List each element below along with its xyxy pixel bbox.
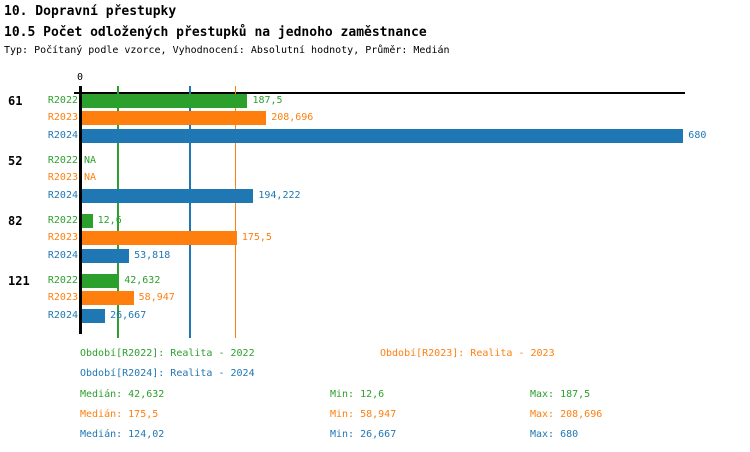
stat-median-r2022: Medián: 42,632 (80, 389, 165, 400)
year-label-r2023-82: R2023 (47, 232, 78, 243)
value-label-r2022-121: 42,632 (124, 275, 161, 286)
stat-min-r2022: Min: 12,6 (330, 389, 385, 400)
year-label-r2023-52: R2023 (47, 172, 78, 183)
value-label-r2023-121: 58,947 (138, 292, 175, 303)
year-label-r2022-121: R2022 (47, 275, 78, 286)
gridline-median-r2024 (189, 86, 191, 338)
value-label-na-r2022-52: NA (84, 155, 97, 166)
bar-r2022-82 (81, 214, 93, 228)
stat-min-r2023: Min: 58,947 (330, 409, 397, 420)
value-label-r2022-82: 12,6 (97, 215, 122, 226)
bar-r2023-61 (81, 111, 267, 125)
legend-entry-r2024: Období[R2024]: Realita - 2024 (80, 368, 255, 379)
value-label-r2024-121: 26,667 (110, 310, 147, 321)
group-label-61: 61 (8, 94, 23, 108)
stat-max-r2022: Max: 187,5 (530, 389, 591, 400)
stat-max-r2024: Max: 680 (530, 429, 579, 440)
bar-r2022-121 (81, 274, 120, 288)
bar-r2023-82 (81, 231, 237, 245)
year-label-r2023-121: R2023 (47, 292, 78, 303)
year-label-r2022-82: R2022 (47, 215, 78, 226)
group-label-52: 52 (8, 154, 23, 168)
year-label-r2024-82: R2024 (47, 250, 78, 261)
value-label-r2023-61: 208,696 (271, 112, 314, 123)
bar-r2023-121 (81, 291, 134, 305)
gridline-median-r2023 (234, 86, 237, 338)
legend-entry-r2022: Období[R2022]: Realita - 2022 (80, 348, 255, 359)
stat-median-r2024: Medián: 124,02 (80, 429, 165, 440)
value-label-r2022-61: 187,5 (252, 95, 283, 106)
x-axis-zero-label: 0 (76, 72, 84, 83)
year-label-r2022-61: R2022 (47, 95, 78, 106)
year-label-r2024-52: R2024 (47, 190, 78, 201)
year-label-r2023-61: R2023 (47, 112, 78, 123)
stat-min-r2024: Min: 26,667 (330, 429, 397, 440)
page-subtitle: 10.5 Počet odložených přestupků na jedno… (4, 25, 427, 40)
bar-r2022-61 (81, 94, 248, 108)
value-label-r2023-82: 175,5 (241, 232, 272, 243)
group-label-82: 82 (8, 214, 23, 228)
value-label-r2024-61: 680 (688, 130, 707, 141)
group-label-121: 121 (8, 274, 30, 288)
bar-r2024-82 (81, 249, 130, 263)
gridline-median-r2022 (117, 86, 119, 338)
bar-r2024-61 (81, 129, 684, 143)
year-label-r2024-61: R2024 (47, 130, 78, 141)
value-label-r2024-52: 194,222 (258, 190, 301, 201)
y-axis-line (78, 86, 82, 334)
page-title: 10. Dopravní přestupky (4, 4, 177, 19)
year-label-r2022-52: R2022 (47, 155, 78, 166)
x-axis-line (74, 92, 685, 94)
year-label-r2024-121: R2024 (47, 310, 78, 321)
stat-max-r2023: Max: 208,696 (530, 409, 603, 420)
legend-entry-r2023: Období[R2023]: Realita - 2023 (380, 348, 555, 359)
stat-median-r2023: Medián: 175,5 (80, 409, 159, 420)
bar-r2024-52 (81, 189, 254, 203)
bar-r2024-121 (81, 309, 106, 323)
value-label-r2024-82: 53,818 (134, 250, 171, 261)
value-label-na-r2023-52: NA (84, 172, 97, 183)
page-meta: Typ: Počítaný podle vzorce, Vyhodnocení:… (4, 45, 450, 56)
